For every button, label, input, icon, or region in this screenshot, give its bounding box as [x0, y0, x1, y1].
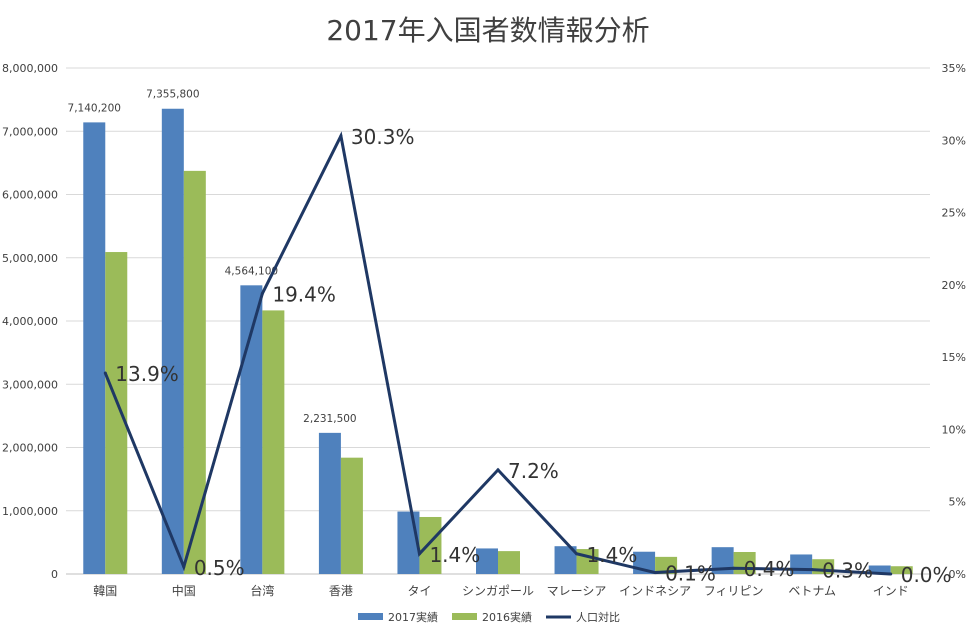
chart-title: 2017年入国者数情報分析: [326, 14, 649, 47]
legend: 2017実績 2016実績 人口対比: [358, 610, 620, 624]
right-tick-label: 30%: [942, 134, 966, 147]
ratio-data-label: 1.4%: [429, 543, 480, 567]
ratio-point: [575, 552, 579, 556]
category-label: フィリピン: [704, 584, 764, 598]
bar-data-label: 4,564,100: [225, 265, 278, 277]
ratio-point: [103, 371, 107, 375]
ratio-point: [417, 552, 421, 556]
right-tick-label: 10%: [942, 423, 966, 436]
category-label: マレーシア: [547, 584, 607, 598]
ratio-point: [182, 565, 186, 569]
bar-2017: [83, 122, 106, 574]
ratio-point: [496, 468, 500, 472]
ratio-line: [103, 131, 893, 576]
left-tick-label: 4,000,000: [2, 315, 58, 328]
ratio-point: [339, 134, 343, 138]
legend-label: 2016実績: [482, 610, 532, 624]
bar-2017: [476, 548, 498, 574]
left-tick-label: 1,000,000: [2, 505, 58, 518]
left-tick-label: 3,000,000: [2, 378, 58, 391]
bar-2016: [498, 551, 520, 574]
bar-2016: [340, 457, 363, 574]
bar-2017: [554, 546, 577, 574]
ratio-point: [889, 572, 893, 576]
right-tick-label: 5%: [949, 496, 966, 509]
bar-2017: [868, 565, 891, 574]
right-tick-label: 15%: [942, 351, 966, 364]
bar-2016: [419, 516, 442, 574]
ratio-data-label: 0.3%: [822, 559, 873, 583]
left-tick-label: 5,000,000: [2, 252, 58, 265]
ratio-point: [810, 568, 814, 572]
ratio-line-path: [103, 131, 891, 576]
ratio-data-label: 7.2%: [508, 459, 559, 483]
right-tick-label: 0%: [949, 568, 966, 581]
gridlines: [66, 67, 930, 575]
ratio-data-label: 0.0%: [901, 563, 952, 587]
bar-data-label: 2,231,500: [303, 413, 356, 425]
legend-label: 2017実績: [388, 610, 438, 624]
category-label: 香港: [329, 584, 353, 598]
bar-labels: 7,140,200 7,355,800 4,564,100 2,231,500: [68, 89, 357, 425]
category-label: 中国: [172, 583, 196, 598]
category-label: ベトナム: [788, 584, 836, 598]
ratio-data-label: 0.1%: [665, 562, 716, 586]
ratio-data-label: 0.4%: [744, 557, 795, 581]
category-label: タイ: [407, 584, 431, 598]
category-label: インドネシア: [619, 584, 691, 598]
left-tick-label: 7,000,000: [2, 125, 58, 138]
right-tick-label: 25%: [942, 207, 966, 220]
bar-2016: [262, 310, 285, 574]
category-labels: 韓国 中国 台湾 香港 タイ シンガポール マレーシア インドネシア フィリピン ベトナム インド: [93, 583, 908, 598]
right-tick-label: 35%: [942, 62, 966, 75]
bar-2017: [240, 285, 263, 574]
ratio-data-label: 30.3%: [351, 125, 415, 149]
right-axis: 0% 5% 10% 15% 20% 25% 30% 35%: [942, 62, 966, 581]
legend-swatch: [358, 613, 383, 620]
ratio-data-label: 1.4%: [587, 543, 638, 567]
bars: [83, 108, 913, 575]
bar-data-label: 7,355,800: [146, 89, 199, 101]
left-tick-label: 6,000,000: [2, 189, 58, 202]
bar-2017: [161, 108, 184, 574]
bar-2017: [318, 432, 341, 574]
category-label: 台湾: [250, 583, 274, 598]
bar-2016: [105, 252, 128, 575]
ratio-point: [260, 292, 264, 296]
category-label: インド: [873, 584, 909, 598]
left-axis: 0 1,000,000 2,000,000 3,000,000 4,000,000 5,0…: [2, 62, 58, 581]
category-label: 韓国: [93, 584, 117, 598]
ratio-data-label: 19.4%: [272, 283, 336, 307]
ratio-point: [732, 566, 736, 570]
ratio-data-label: 0.5%: [194, 556, 245, 580]
bar-2016: [655, 556, 678, 574]
category-label: シンガポール: [462, 584, 534, 598]
ratio-data-label: 13.9%: [115, 362, 179, 386]
bar-data-label: 7,140,200: [68, 102, 121, 114]
legend-label: 人口対比: [576, 610, 620, 624]
left-tick-label: 2,000,000: [2, 442, 58, 455]
ratio-point: [653, 571, 657, 575]
left-tick-label: 8,000,000: [2, 62, 58, 75]
left-tick-label: 0: [51, 568, 58, 581]
line-labels: 13.9% 0.5% 19.4% 30.3% 1.4% 7.2% 1.4% 0.1% 0.4% 0…: [115, 125, 951, 587]
legend-swatch: [452, 613, 477, 620]
bar-2016: [183, 170, 206, 574]
right-tick-label: 20%: [942, 279, 966, 292]
bar-2016: [890, 566, 913, 574]
